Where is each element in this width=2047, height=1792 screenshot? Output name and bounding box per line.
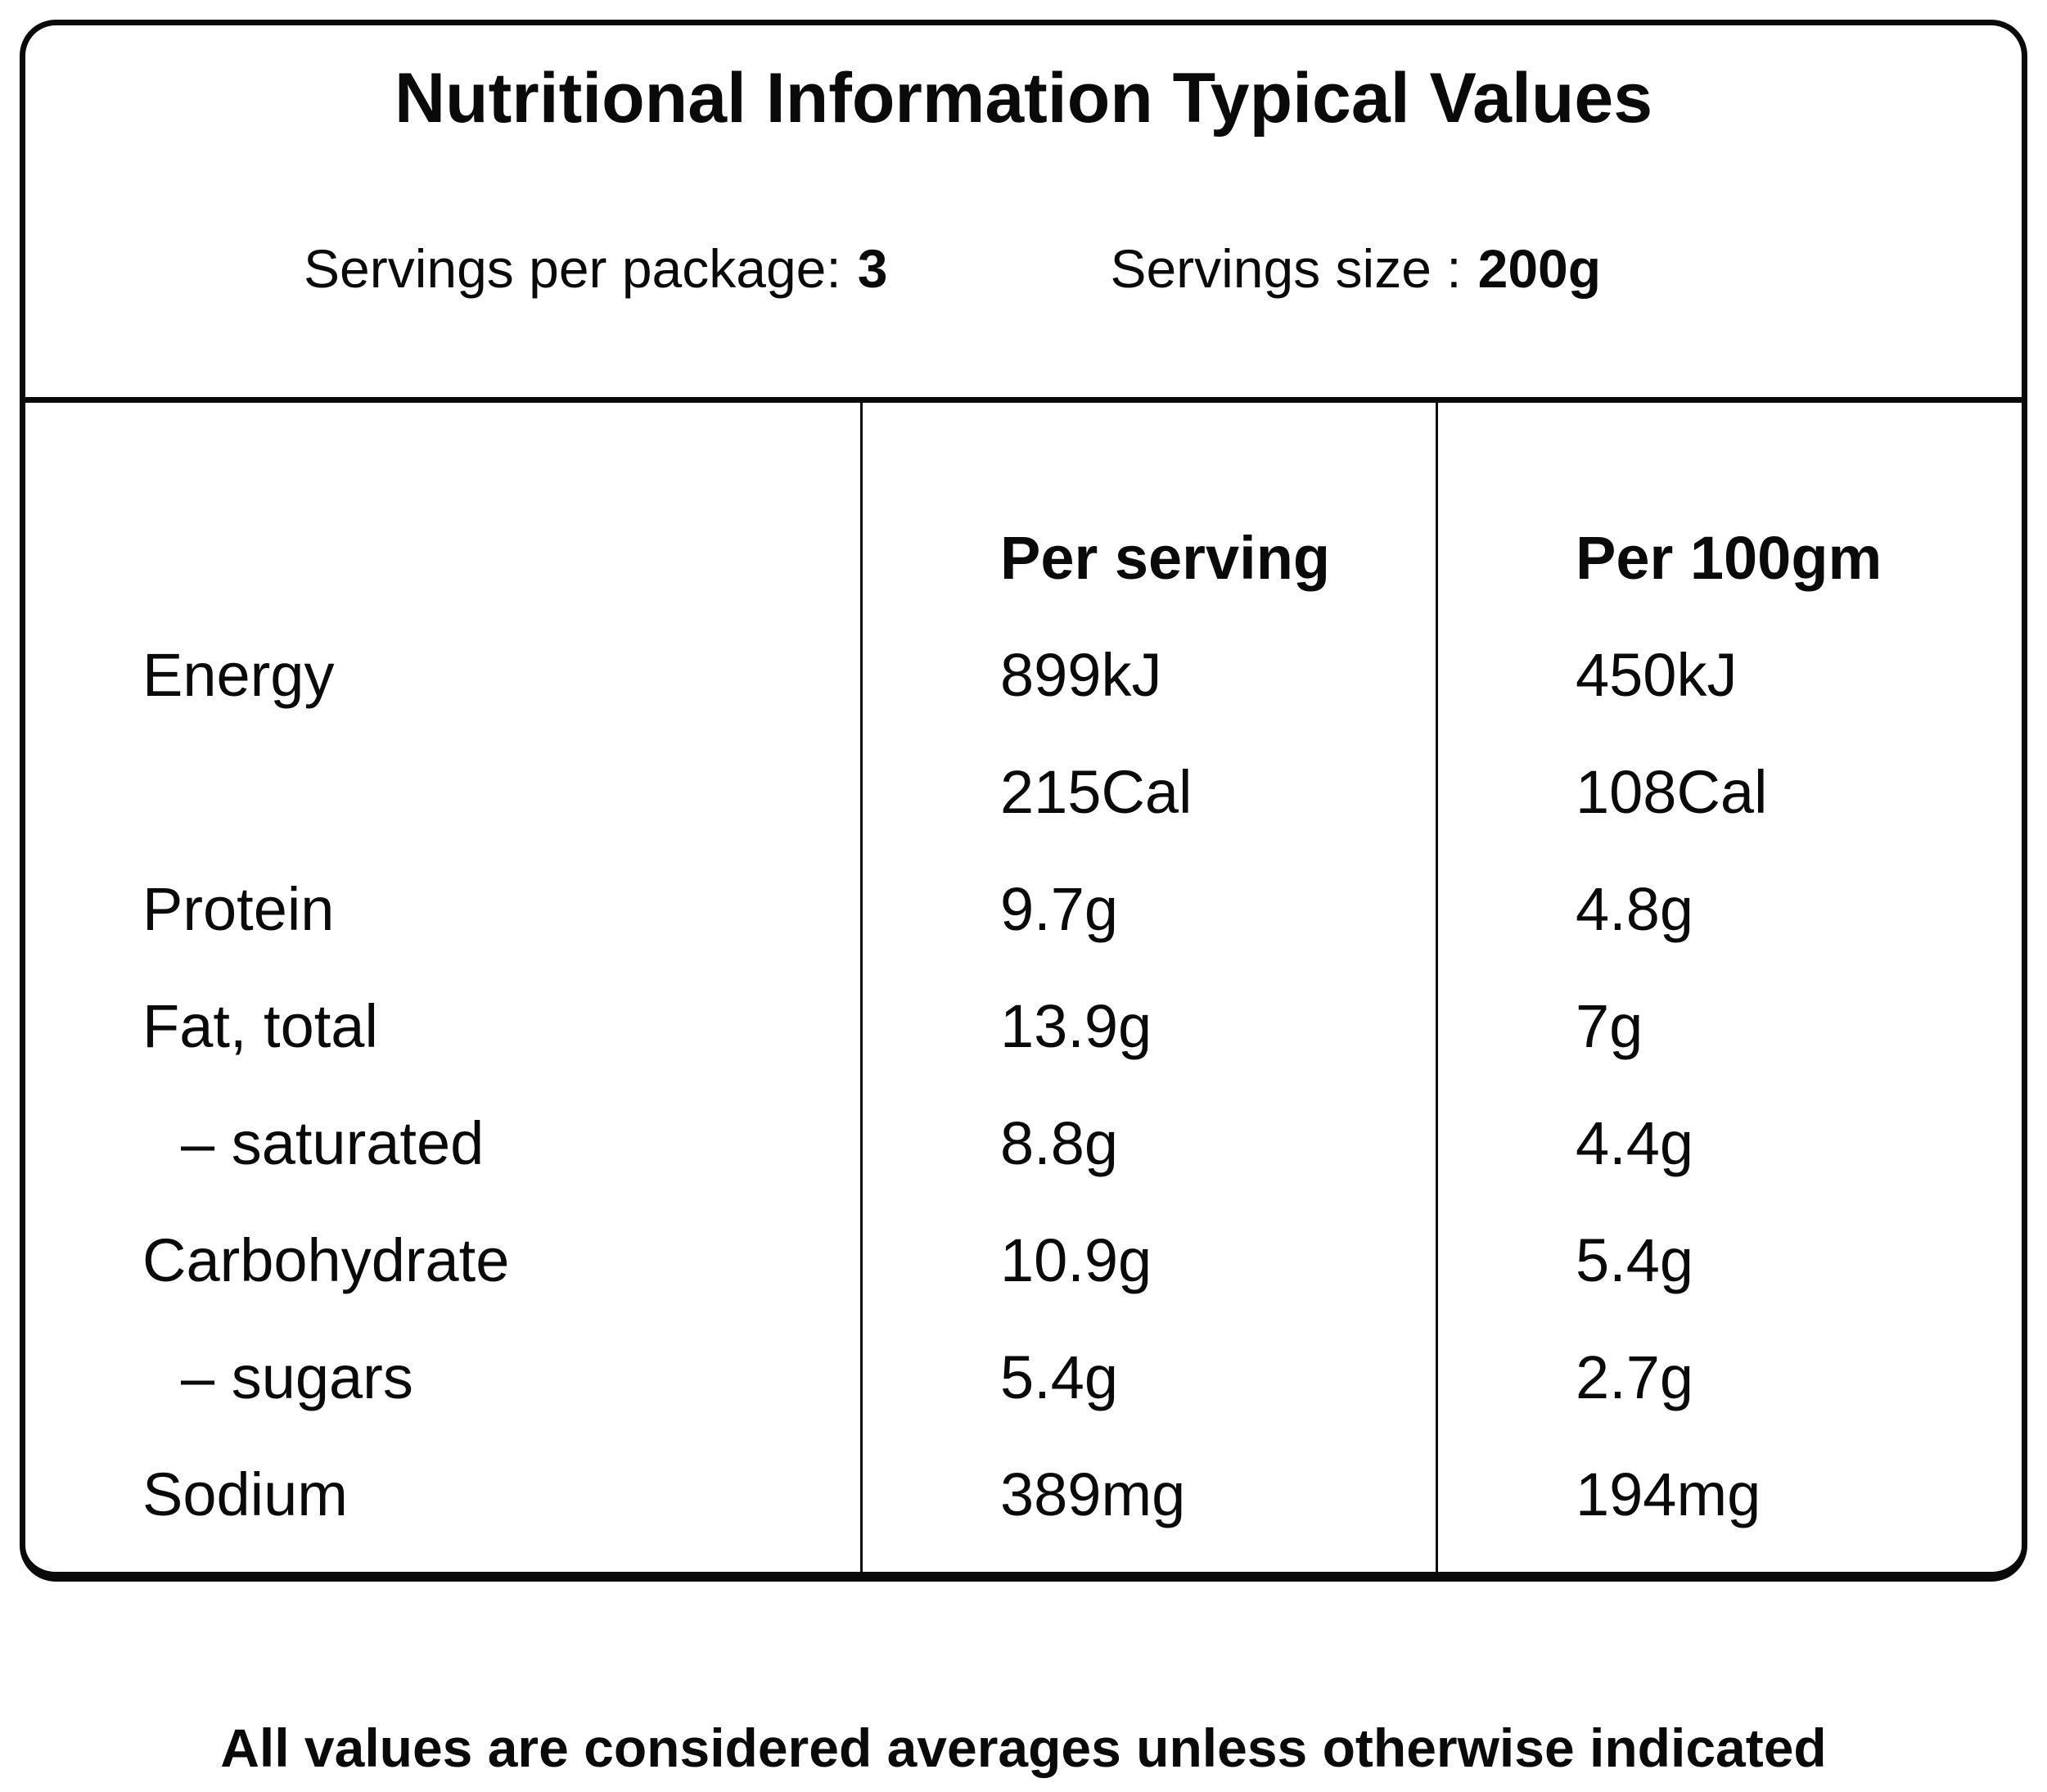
card-header: Nutritional Information Typical Values S… bbox=[25, 25, 2022, 403]
value-per-serving-saturated: 8.8g bbox=[1000, 1108, 1119, 1177]
value-per-serving-energy-kj: 899kJ bbox=[1000, 640, 1162, 709]
value-per-100g-energy-kj: 450kJ bbox=[1576, 640, 1738, 709]
value-per-serving-protein: 9.7g bbox=[1000, 874, 1119, 943]
label-carbohydrate: Carbohydrate bbox=[142, 1226, 510, 1294]
value-per-serving-energy-cal: 215Cal bbox=[1000, 757, 1193, 826]
value-per-serving-fat-total: 13.9g bbox=[1000, 991, 1152, 1060]
page-title: Nutritional Information Typical Values bbox=[394, 59, 1653, 138]
value-per-serving-carbohydrate: 10.9g bbox=[1000, 1226, 1152, 1294]
servings-size-value: 200g bbox=[1477, 238, 1602, 299]
label-sugars: – sugars bbox=[181, 1343, 413, 1411]
per-serving-column: Per serving 899kJ 215Cal 9.7g 13.9g 8.8g… bbox=[860, 403, 1438, 1572]
label-fat-total: Fat, total bbox=[142, 991, 378, 1060]
label-column-header-blank bbox=[25, 499, 860, 616]
servings-size-label: Servings size : bbox=[1110, 238, 1462, 299]
servings-row: Servings per package: 3 Servings size : … bbox=[25, 241, 2022, 296]
servings-per-package-label: Servings per package: bbox=[304, 238, 841, 299]
label-energy: Energy bbox=[142, 640, 335, 709]
footer-note: All values are considered averages unles… bbox=[220, 1718, 1827, 1778]
per-100g-header: Per 100gm bbox=[1576, 523, 1882, 592]
value-per-100g-protein: 4.8g bbox=[1576, 874, 1694, 943]
value-per-100g-energy-cal: 108Cal bbox=[1576, 757, 1768, 826]
value-per-100g-sugars: 2.7g bbox=[1576, 1343, 1694, 1411]
label-energy-cal bbox=[25, 734, 860, 851]
value-per-serving-sugars: 5.4g bbox=[1000, 1343, 1119, 1411]
label-sodium: Sodium bbox=[142, 1460, 348, 1528]
per-100g-column: Per 100gm 450kJ 108Cal 4.8g 7g 4.4g 5.4g… bbox=[1438, 403, 2022, 1572]
nutrition-table: Energy Protein Fat, total – saturated Ca… bbox=[25, 403, 2022, 1572]
value-per-100g-sodium: 194mg bbox=[1576, 1460, 1761, 1528]
label-column: Energy Protein Fat, total – saturated Ca… bbox=[25, 403, 860, 1572]
servings-per-package: Servings per package: 3 bbox=[304, 241, 887, 296]
servings-size: Servings size : 200g bbox=[1110, 241, 1601, 296]
label-saturated: – saturated bbox=[181, 1108, 485, 1177]
value-per-serving-sodium: 389mg bbox=[1000, 1460, 1186, 1528]
value-per-100g-carbohydrate: 5.4g bbox=[1576, 1226, 1694, 1294]
per-serving-header: Per serving bbox=[1000, 523, 1331, 592]
value-per-100g-fat-total: 7g bbox=[1576, 991, 1643, 1060]
servings-per-package-value: 3 bbox=[857, 238, 888, 299]
nutrition-card: Nutritional Information Typical Values S… bbox=[20, 20, 2027, 1582]
label-protein: Protein bbox=[142, 874, 335, 943]
value-per-100g-saturated: 4.4g bbox=[1576, 1108, 1694, 1177]
